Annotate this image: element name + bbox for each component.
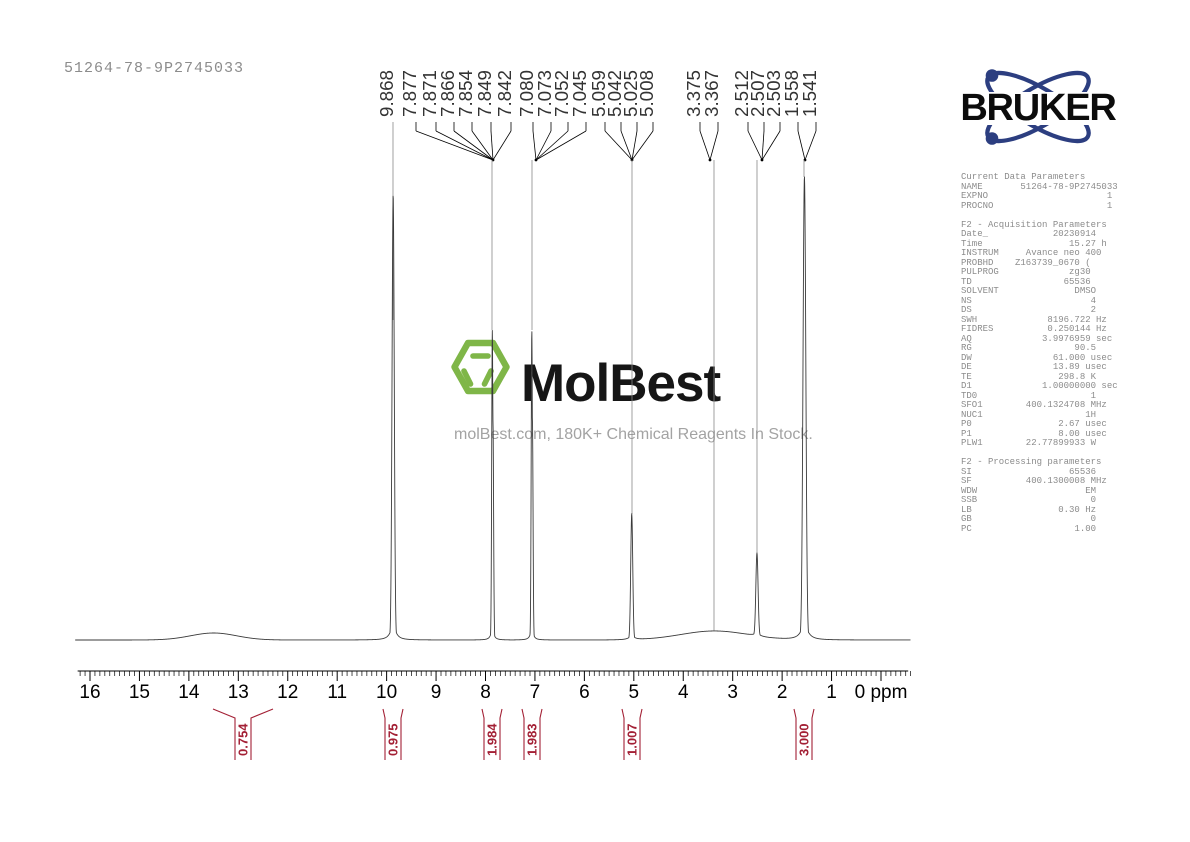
svg-text:15: 15 <box>129 682 150 703</box>
svg-text:0 ppm: 0 ppm <box>855 682 908 703</box>
svg-text:12: 12 <box>277 682 298 703</box>
svg-text:4: 4 <box>678 682 689 703</box>
svg-text:14: 14 <box>178 682 200 703</box>
svg-text:9: 9 <box>431 682 442 703</box>
svg-text:16: 16 <box>79 682 100 703</box>
svg-text:11: 11 <box>327 682 347 703</box>
svg-text:3: 3 <box>727 682 738 703</box>
svg-text:8: 8 <box>480 682 491 703</box>
svg-text:2: 2 <box>777 682 788 703</box>
svg-text:6: 6 <box>579 682 590 703</box>
svg-text:7: 7 <box>530 682 541 703</box>
svg-text:1: 1 <box>826 682 837 703</box>
svg-text:5: 5 <box>629 682 640 703</box>
svg-text:10: 10 <box>376 682 397 703</box>
svg-text:13: 13 <box>228 682 249 703</box>
